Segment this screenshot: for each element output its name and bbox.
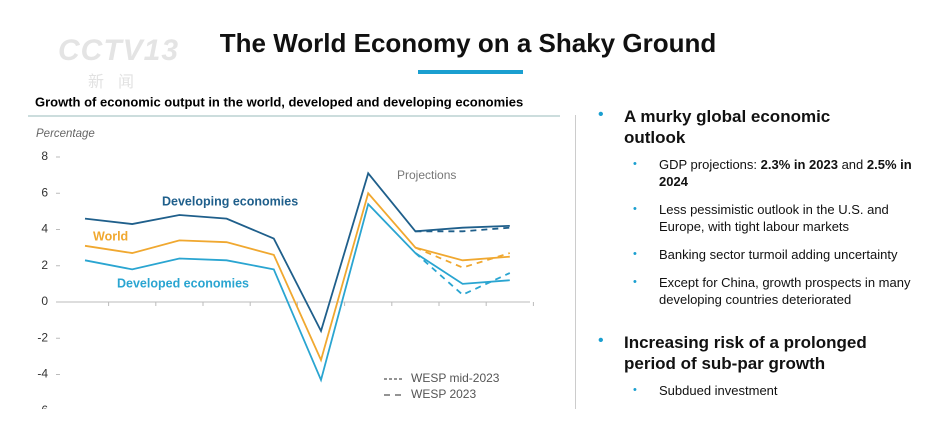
bullet-text: 2.3% in 2023 — [760, 157, 838, 172]
bullet-text: Subdued investment — [659, 383, 778, 398]
bullet-item: GDP projections: 2.3% in 2023 and 2.5% i… — [624, 156, 929, 190]
y-tick-label: 4 — [41, 222, 48, 236]
title-underline — [418, 70, 523, 74]
bullet-text: Banking sector turmoil adding uncertaint… — [659, 247, 898, 262]
series-line — [415, 226, 510, 233]
bullet-text: 2.5% in 2024 — [659, 157, 916, 189]
chart: Growth of economic output in the world, … — [28, 94, 560, 409]
bullet-text: GDP projections: — [659, 157, 761, 172]
annotation: Projections — [397, 168, 456, 182]
bullet-text: Except for China, growth prospects in ma… — [659, 275, 915, 307]
y-axis-label: Percentage — [36, 128, 95, 140]
separator — [575, 115, 576, 409]
y-tick-label: 6 — [41, 185, 48, 199]
legend-label: WESP 2023 — [411, 387, 476, 401]
bullet-heading: A murky global economic outlook — [624, 107, 831, 147]
series-line — [84, 191, 510, 363]
bullet-section: Increasing risk of a prolonged period of… — [598, 332, 918, 399]
chart-title: Growth of economic output in the world, … — [35, 94, 523, 109]
y-tick-label: 8 — [41, 149, 48, 163]
logo: CCTV13 — [58, 34, 180, 67]
series-label: Developed economies — [117, 276, 249, 290]
bullet-heading: Increasing risk of a prolonged period of… — [624, 333, 867, 373]
bullet-list: GDP projections: 2.3% in 2023 and 2.5% i… — [624, 156, 918, 308]
bullet-panel: A murky global economic outlook GDP proje… — [598, 106, 918, 423]
series-line — [84, 171, 510, 334]
legend-label: WESP mid-2023 — [411, 371, 500, 385]
page: {"header": {"logo": "CCTV13", "logo_sub"… — [0, 0, 931, 409]
series-label: World — [93, 229, 128, 243]
series-line — [414, 252, 511, 296]
bullet-list: Subdued investment — [624, 382, 918, 399]
y-tick-label: -4 — [37, 367, 48, 381]
bullet-text: Less pessimistic outlook in the U.S. and… — [659, 202, 893, 234]
bullet-item: Except for China, growth prospects in ma… — [624, 274, 929, 308]
page-title: The World Economy on a Shaky Ground — [219, 28, 717, 58]
y-tick-label: -6 — [37, 403, 48, 409]
series-line — [84, 202, 510, 383]
bullet-text: and — [837, 157, 867, 172]
logo-sub: 新闻 — [88, 74, 149, 91]
series-label: Developing economies — [162, 194, 298, 208]
y-tick-label: 2 — [41, 258, 48, 272]
bullet-item: Banking sector turmoil adding uncertaint… — [624, 246, 929, 263]
bullet-item: Subdued investment — [624, 382, 929, 399]
bullet-item: Less pessimistic outlook in the U.S. and… — [624, 201, 929, 235]
y-tick-label: -2 — [37, 330, 48, 344]
bullet-section: A murky global economic outlook GDP proje… — [598, 106, 918, 308]
y-tick-label: 0 — [41, 294, 48, 308]
